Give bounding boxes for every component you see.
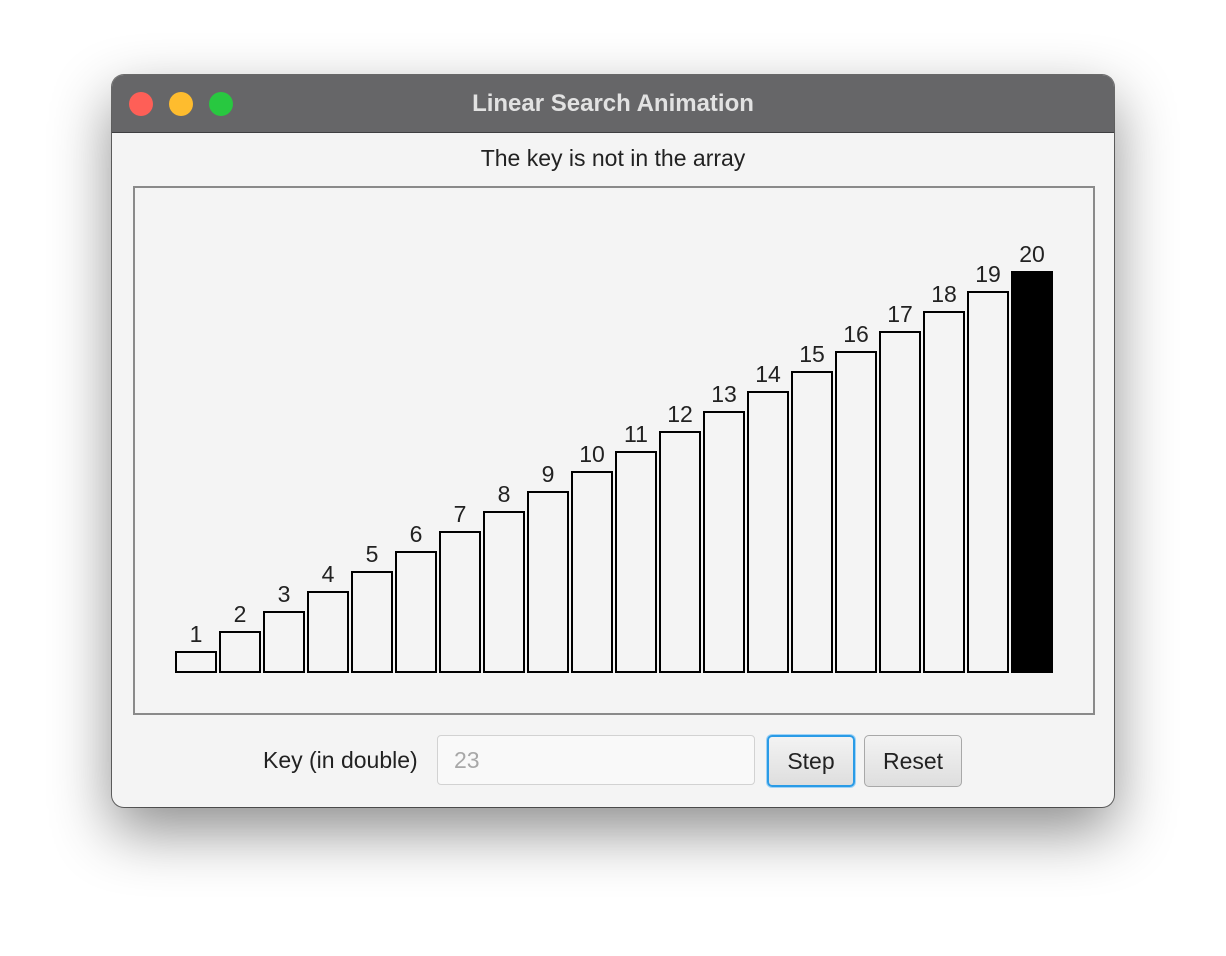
array-bar — [483, 511, 525, 673]
array-bar-label: 16 — [843, 321, 869, 347]
app-window: Linear Search Animation The key is not i… — [112, 75, 1114, 807]
array-bar — [175, 651, 217, 673]
array-bar — [967, 291, 1009, 673]
controls-bar: Key (in double) Step Reset — [112, 735, 1114, 787]
array-bar-label: 18 — [931, 281, 957, 307]
array-bar — [439, 531, 481, 673]
array-bar — [307, 591, 349, 673]
array-bar — [395, 551, 437, 673]
array-bar-label: 17 — [887, 301, 913, 327]
array-bar-label: 2 — [234, 601, 247, 627]
array-bar — [703, 411, 745, 673]
array-bar-label: 11 — [624, 421, 648, 447]
array-bar — [571, 471, 613, 673]
array-bar-label: 15 — [799, 341, 825, 367]
array-bar — [527, 491, 569, 673]
key-label: Key (in double) — [263, 747, 418, 773]
array-bar-label: 19 — [975, 261, 1001, 287]
array-bar-label: 5 — [366, 541, 379, 567]
array-bar-label: 13 — [711, 381, 737, 407]
array-bar-current — [1011, 271, 1053, 673]
array-bar-label: 4 — [322, 561, 335, 587]
minimize-window-button[interactable] — [169, 92, 193, 116]
array-bar — [879, 331, 921, 673]
status-message: The key is not in the array — [480, 145, 746, 171]
array-bar-label: 6 — [410, 521, 423, 547]
array-bar — [659, 431, 701, 673]
array-bar — [263, 611, 305, 673]
array-bar — [615, 451, 657, 673]
array-bar-label: 3 — [278, 581, 291, 607]
array-bar — [351, 571, 393, 673]
reset-button[interactable]: Reset — [864, 735, 962, 787]
array-bar-label: 12 — [667, 401, 693, 427]
array-bar-label: 1 — [190, 621, 203, 647]
title-bar[interactable]: Linear Search Animation — [112, 75, 1114, 133]
array-bar — [923, 311, 965, 673]
step-button[interactable]: Step — [767, 735, 855, 787]
array-bar-chart-pane: 1 2 3 4 5 6 7 8 9 10 11 12 13 14 15 16 17 18 19 20 — [133, 186, 1095, 715]
array-bar — [835, 351, 877, 673]
array-bar-label: 8 — [498, 481, 511, 507]
array-bar-label: 9 — [542, 461, 555, 487]
array-bar-label: 7 — [454, 501, 467, 527]
zoom-window-button[interactable] — [209, 92, 233, 116]
array-bar — [791, 371, 833, 673]
close-window-button[interactable] — [129, 92, 153, 116]
array-bar-label: 20 — [1019, 241, 1045, 267]
array-bar-label: 10 — [579, 441, 605, 467]
array-bar — [219, 631, 261, 673]
array-bar — [747, 391, 789, 673]
window-title: Linear Search Animation — [472, 90, 754, 117]
array-bar-label: 14 — [755, 361, 781, 387]
key-input[interactable] — [437, 735, 755, 785]
